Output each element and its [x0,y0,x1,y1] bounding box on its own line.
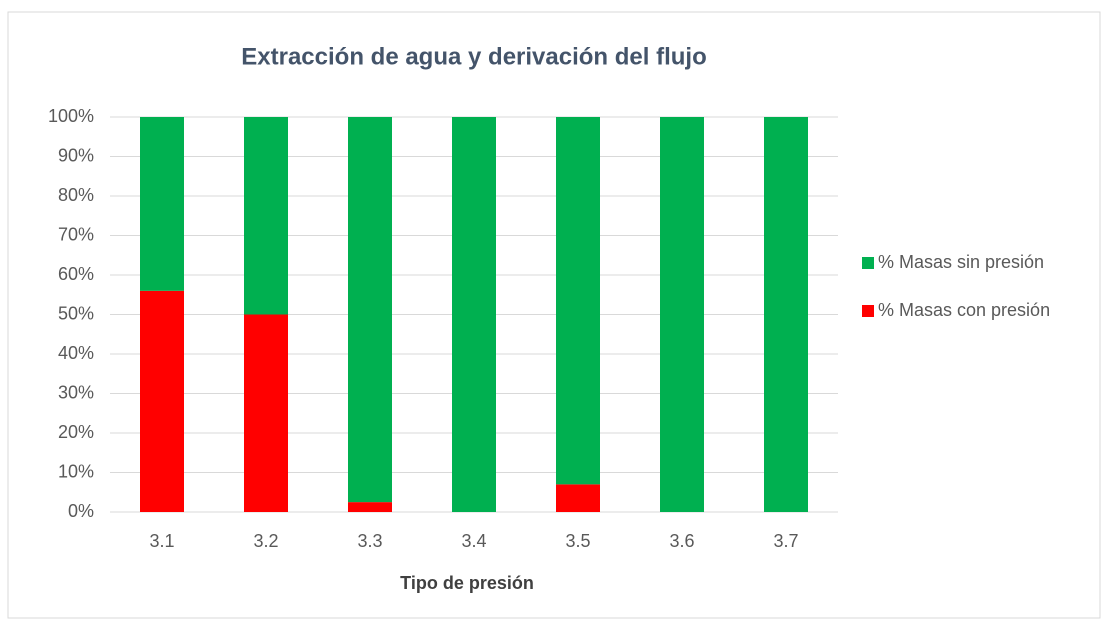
x-tick-label: 3.4 [461,531,486,551]
y-tick-label: 60% [58,264,94,284]
bar-segment [140,117,184,291]
y-tick-label: 0% [68,501,94,521]
y-tick-label: 100% [48,106,94,126]
bar-segment [660,117,704,512]
bar-segment [452,117,496,512]
y-tick-label: 80% [58,185,94,205]
y-tick-label: 50% [58,303,94,323]
bar-segment [244,314,288,512]
bar-segment [556,117,600,485]
bar-segment [556,484,600,512]
x-tick-label: 3.2 [253,531,278,551]
legend-swatch [862,257,874,269]
x-tick-label: 3.5 [565,531,590,551]
legend-swatch [862,305,874,317]
x-tick-label: 3.7 [773,531,798,551]
x-axis-label: Tipo de presión [400,573,534,593]
bar-segment [348,117,392,503]
x-tick-label: 3.1 [149,531,174,551]
y-tick-label: 30% [58,382,94,402]
bar-segment [764,117,808,512]
y-tick-label: 70% [58,224,94,244]
chart-title: Extracción de agua y derivación del fluj… [241,43,706,70]
legend-label: % Masas con presión [878,300,1050,320]
bar-segment [348,502,392,512]
y-tick-label: 20% [58,422,94,442]
y-tick-label: 10% [58,461,94,481]
y-tick-label: 90% [58,145,94,165]
bar-segment [140,290,184,512]
bar-segment [244,117,288,315]
x-tick-label: 3.6 [669,531,694,551]
y-tick-label: 40% [58,343,94,363]
x-tick-label: 3.3 [357,531,382,551]
legend-label: % Masas sin presión [878,252,1044,272]
